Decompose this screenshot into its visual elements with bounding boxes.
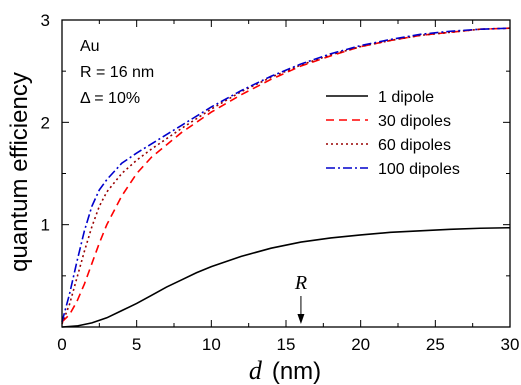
series-line-2 — [61, 27, 511, 323]
legend-label-2: 30 dipoles — [378, 113, 451, 130]
plot-frame — [61, 19, 511, 328]
annotation-radius: R = 16 nm — [80, 64, 154, 81]
annotation-delta: Δ = 10% — [80, 90, 140, 107]
series-line-1 — [61, 226, 511, 328]
x-tick-label: 5 — [132, 335, 141, 354]
x-tick-label: 15 — [277, 335, 296, 354]
legend-label-4: 100 dipoles — [378, 161, 460, 178]
series-lines — [61, 27, 511, 328]
tick-labels: 0 5 10 15 20 25 30 1 2 3 — [41, 11, 520, 354]
x-tick-label: 10 — [202, 335, 221, 354]
x-axis-title: d (nm) — [249, 356, 321, 385]
annotation-material: Au — [80, 38, 100, 55]
r-marker-arrow-head — [297, 314, 305, 324]
x-tick-label: 0 — [57, 335, 66, 354]
r-marker-label: R — [294, 272, 307, 294]
y-axis-title: quantum efficiency — [6, 72, 33, 272]
y-tick-label: 2 — [41, 113, 50, 132]
series-line-4 — [61, 27, 511, 323]
legend: 1 dipole 30 dipoles 60 dipoles 100 dipoles — [326, 89, 460, 178]
x-axis-unit: (nm) — [272, 358, 321, 385]
y-tick-label: 1 — [41, 216, 50, 235]
legend-label-1: 1 dipole — [378, 89, 434, 106]
x-tick-label: 30 — [501, 335, 520, 354]
x-tick-label: 25 — [426, 335, 445, 354]
x-axis-symbol: d — [249, 356, 263, 385]
y-tick-label: 3 — [41, 11, 50, 30]
x-tick-label: 20 — [351, 335, 370, 354]
legend-label-3: 60 dipoles — [378, 137, 451, 154]
